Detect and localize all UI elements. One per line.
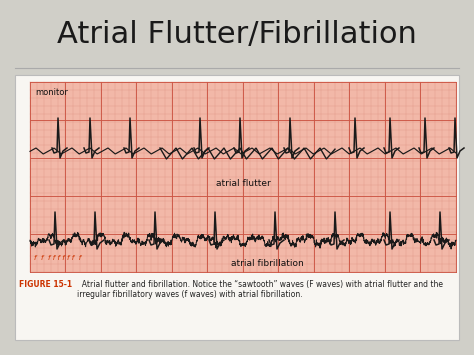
Bar bbox=[30, 82, 456, 272]
Text: FIGURE 15-1: FIGURE 15-1 bbox=[19, 280, 72, 289]
Bar bbox=[15, 75, 459, 340]
Text: monitor: monitor bbox=[35, 88, 68, 97]
Text: atrial flutter: atrial flutter bbox=[216, 179, 270, 187]
Text: f  f  f f f f f f  f: f f f f f f f f f bbox=[34, 255, 81, 261]
Text: Atrial flutter and fibrillation. Notice the “sawtooth” waves (F waves) with atri: Atrial flutter and fibrillation. Notice … bbox=[77, 280, 443, 299]
Text: atrial fibrillation: atrial fibrillation bbox=[231, 260, 304, 268]
Text: Atrial Flutter/Fibrillation: Atrial Flutter/Fibrillation bbox=[57, 21, 417, 49]
